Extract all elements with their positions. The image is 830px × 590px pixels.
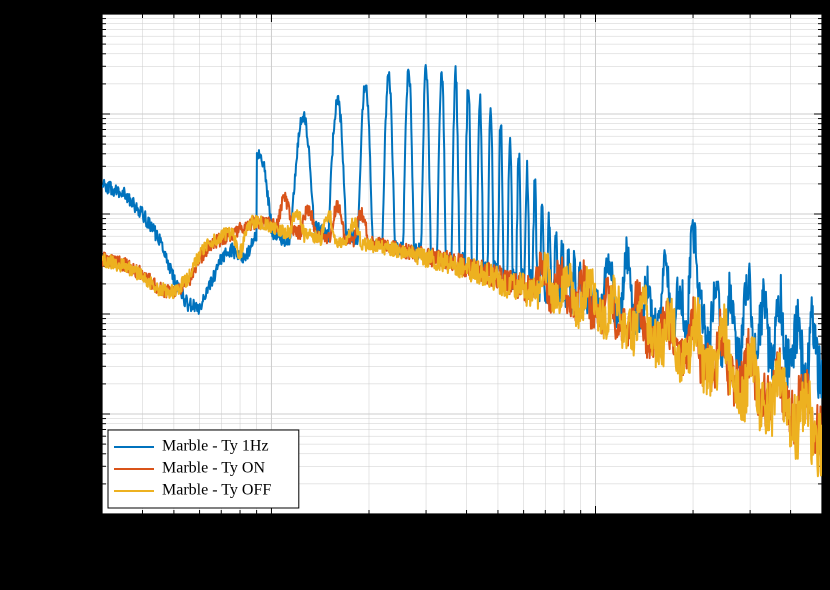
legend-label: Marble - Ty 1Hz <box>162 438 269 455</box>
legend-label: Marble - Ty OFF <box>162 482 271 499</box>
line-chart: Marble - Ty 1Hz Marble - Ty ON Marble - Ty… <box>0 0 830 590</box>
legend: Marble - Ty 1Hz Marble - Ty ON Marble - Ty… <box>108 430 299 508</box>
legend-label: Marble - Ty ON <box>162 460 265 477</box>
